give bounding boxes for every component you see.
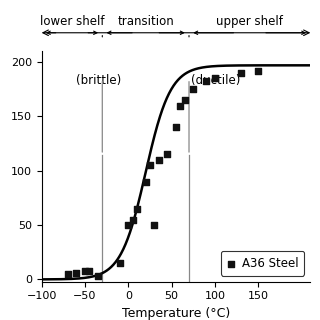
A36 Steel <box>126 222 131 228</box>
A36 Steel <box>173 125 179 130</box>
A36 Steel <box>82 268 87 273</box>
A36 Steel <box>204 78 209 83</box>
A36 Steel <box>256 68 261 73</box>
A36 Steel <box>134 206 140 211</box>
Text: lower shelf: lower shelf <box>40 15 104 28</box>
A36 Steel <box>148 163 153 168</box>
A36 Steel <box>165 152 170 157</box>
Text: transition: transition <box>117 15 174 28</box>
A36 Steel <box>117 260 122 266</box>
A36 Steel <box>87 268 92 273</box>
A36 Steel <box>212 76 218 81</box>
A36 Steel <box>182 98 187 103</box>
Text: (brittle): (brittle) <box>76 74 122 87</box>
Text: upper shelf: upper shelf <box>216 15 283 28</box>
Text: (ductile): (ductile) <box>191 74 240 87</box>
A36 Steel <box>95 274 100 279</box>
A36 Steel <box>178 103 183 108</box>
A36 Steel <box>156 157 161 163</box>
A36 Steel <box>191 87 196 92</box>
A36 Steel <box>74 270 79 276</box>
A36 Steel <box>143 179 148 184</box>
A36 Steel <box>130 217 135 222</box>
Legend: A36 Steel: A36 Steel <box>221 251 305 276</box>
A36 Steel <box>152 222 157 228</box>
A36 Steel <box>65 271 70 276</box>
X-axis label: Temperature (°C): Temperature (°C) <box>122 307 230 320</box>
A36 Steel <box>238 70 244 76</box>
